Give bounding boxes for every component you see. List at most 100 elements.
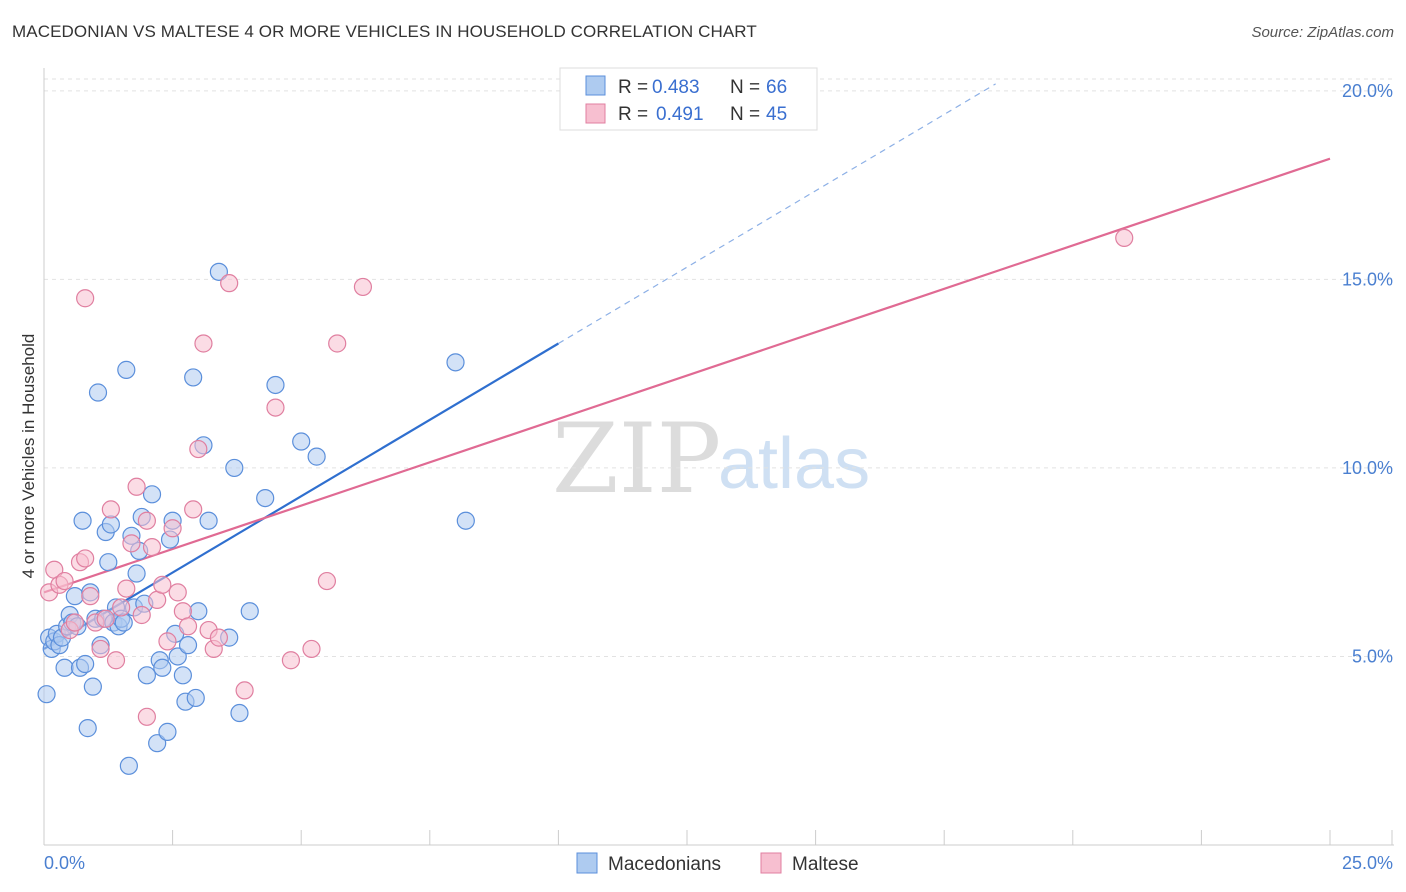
bottom-legend-swatch-macedonians (576, 852, 598, 874)
point-macedonians (256, 488, 275, 508)
point-maltese (122, 534, 141, 553)
point-maltese (76, 289, 95, 308)
point-macedonians (158, 722, 177, 741)
legend-r-label: R = (618, 77, 648, 98)
source-label: Source: ZipAtlas.com (1251, 24, 1394, 41)
bottom-legend-maltese: Maltese (792, 854, 859, 875)
legend-r-value-maltese: 0.491 (656, 104, 704, 125)
point-maltese (163, 519, 182, 538)
point-maltese (91, 639, 110, 659)
point-maltese (127, 477, 146, 496)
y-tick-label: 5.0% (1352, 646, 1393, 666)
point-macedonians (101, 515, 120, 534)
point-macedonians (209, 262, 228, 281)
trend-line-macedonians (43, 342, 559, 650)
point-maltese (106, 651, 126, 670)
point-maltese (112, 598, 131, 617)
point-macedonians (230, 703, 249, 723)
data-points (37, 228, 1134, 775)
point-maltese (184, 500, 203, 519)
point-macedonians (137, 666, 156, 685)
point-macedonians (225, 458, 244, 478)
point-macedonians (37, 685, 56, 704)
trend-extension-macedonians (558, 83, 996, 345)
point-maltese (194, 334, 213, 353)
tick-labels: 5.0% 10.0% 15.0% 20.0% 0.0% 25.0% (44, 81, 1393, 873)
x-tick-label: 0.0% (44, 853, 85, 873)
point-maltese (209, 628, 228, 647)
point-macedonians (65, 587, 84, 606)
bottom-legend-macedonians: Macedonians (608, 854, 721, 875)
point-maltese (132, 605, 151, 625)
point-maltese (220, 274, 239, 293)
point-maltese (55, 571, 74, 591)
point-maltese (81, 587, 100, 606)
y-tick-label: 15.0% (1342, 269, 1393, 289)
point-maltese (353, 277, 373, 297)
point-macedonians (199, 511, 218, 530)
point-maltese (281, 651, 301, 670)
point-macedonians (173, 666, 192, 685)
point-maltese (117, 579, 136, 598)
point-maltese (1115, 228, 1134, 248)
point-macedonians (114, 613, 133, 632)
legend-swatch-maltese (585, 103, 606, 124)
point-maltese (142, 538, 162, 557)
x-tick-label: 25.0% (1342, 853, 1393, 873)
point-maltese (173, 602, 192, 621)
point-maltese (328, 334, 347, 353)
point-macedonians (184, 368, 203, 387)
legend-r-label: R = (618, 104, 648, 125)
grid (44, 78, 1394, 657)
point-macedonians (168, 647, 187, 666)
point-macedonians (99, 553, 118, 572)
point-macedonians (88, 383, 108, 402)
point-maltese (65, 613, 84, 632)
point-macedonians (73, 511, 92, 530)
point-macedonians (178, 636, 198, 655)
point-maltese (101, 500, 120, 519)
bottom-legend-swatch-maltese (760, 852, 782, 874)
trend-lines (43, 83, 1331, 650)
point-macedonians (127, 564, 146, 583)
point-maltese (158, 632, 177, 651)
legend: R = 0.483 N = 66 R = 0.491 N = 45 (559, 67, 818, 131)
legend-n-label: N = (730, 77, 760, 98)
point-macedonians (119, 756, 138, 775)
point-macedonians (142, 485, 162, 504)
legend-row-macedonians: R = 0.483 N = 66 (585, 75, 787, 98)
y-tick-label: 20.0% (1342, 81, 1393, 101)
point-maltese (153, 575, 172, 594)
point-macedonians (55, 658, 74, 677)
bottom-legend: Macedonians Maltese (576, 852, 859, 875)
point-macedonians (456, 511, 475, 530)
point-maltese (266, 398, 285, 417)
point-macedonians (76, 654, 95, 674)
point-macedonians (83, 677, 102, 696)
legend-r-value-macedonians: 0.483 (652, 77, 700, 98)
y-axis-label: 4 or more Vehicles in Household (19, 334, 38, 579)
point-macedonians (240, 602, 259, 621)
point-maltese (302, 639, 321, 659)
watermark-atlas: atlas (718, 424, 870, 504)
point-maltese (137, 511, 156, 530)
point-macedonians (117, 360, 136, 379)
point-maltese (96, 609, 115, 628)
point-macedonians (446, 353, 465, 372)
trend-line-maltese (43, 157, 1331, 594)
point-maltese (178, 617, 198, 636)
point-macedonians (307, 447, 326, 466)
point-macedonians (189, 602, 208, 621)
axes (43, 68, 1394, 846)
point-maltese (235, 681, 254, 700)
point-maltese (137, 707, 156, 726)
point-macedonians (266, 375, 285, 395)
legend-n-label: N = (730, 104, 760, 125)
point-macedonians (186, 688, 205, 708)
point-maltese (189, 439, 208, 459)
legend-row-maltese: R = 0.491 N = 45 (585, 103, 787, 125)
point-maltese (76, 549, 95, 568)
y-tick-label: 10.0% (1342, 458, 1393, 478)
watermark: ZIP atlas (552, 403, 870, 515)
